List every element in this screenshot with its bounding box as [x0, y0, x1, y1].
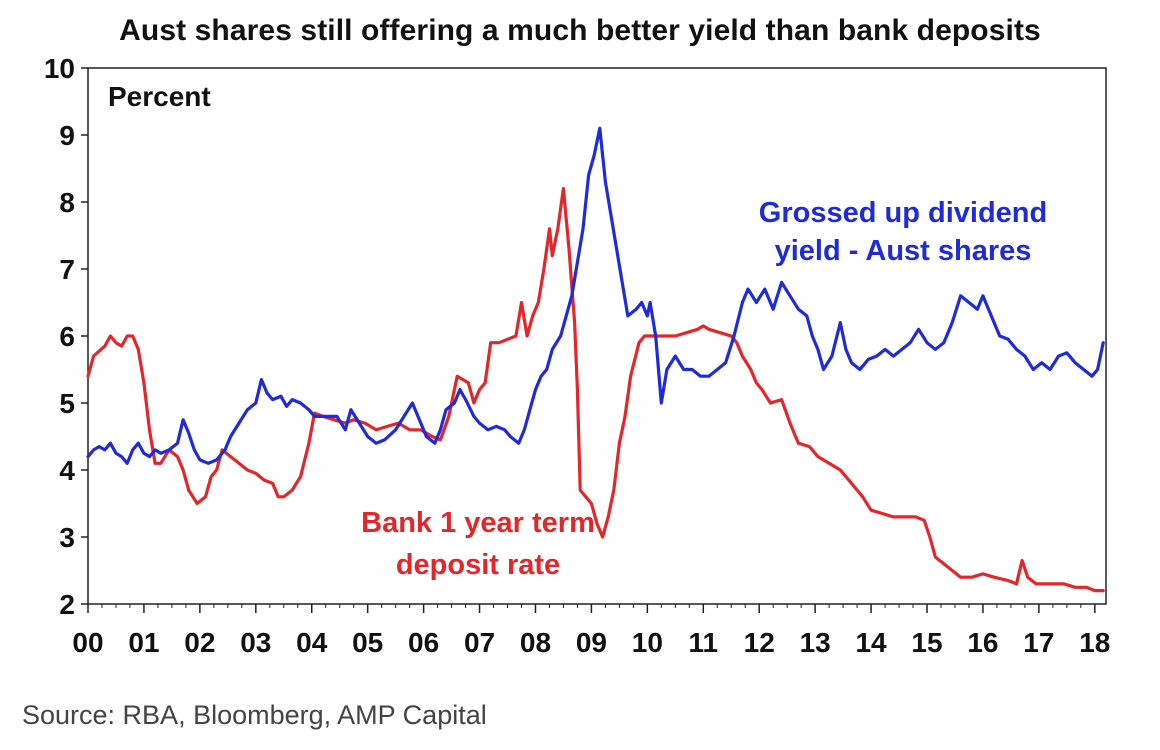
- y-tick-label: 8: [59, 187, 75, 218]
- y-tick-label: 4: [59, 455, 75, 486]
- x-tick-label: 01: [128, 627, 159, 658]
- x-tick-label: 02: [184, 627, 215, 658]
- y-tick-label: 7: [59, 254, 75, 285]
- series-annotations: Grossed up dividend yield - Aust shares Ba…: [361, 197, 1047, 581]
- x-tick-label: 11: [688, 627, 718, 658]
- x-tick-label: 04: [296, 627, 328, 658]
- x-tick-label: 10: [632, 627, 663, 658]
- dividend-yield-line: [86, 126, 1105, 465]
- x-tick-label: 05: [352, 627, 383, 658]
- y-tick-label: 9: [59, 120, 75, 151]
- dividend-yield-label: Grossed up dividend: [759, 197, 1047, 229]
- term-deposit-label: Bank 1 year term: [361, 507, 595, 539]
- x-tick-label: 14: [855, 627, 887, 658]
- y-tick-label: 5: [59, 388, 75, 419]
- x-tick-label: 06: [408, 627, 439, 658]
- y-tick-label: 2: [59, 589, 75, 620]
- term-deposit-label: deposit rate: [396, 549, 560, 581]
- x-tick-label: 16: [967, 627, 998, 658]
- x-tick-label: 18: [1079, 627, 1110, 658]
- unit-label: Percent: [108, 81, 211, 112]
- source-note: Source: RBA, Bloomberg, AMP Capital: [22, 700, 487, 730]
- y-axis: 2 3 4 5 6 7 8 9 10: [44, 53, 88, 620]
- x-tick-label: 03: [240, 627, 271, 658]
- chart-title: Aust shares still offering a much better…: [119, 14, 1041, 47]
- x-tick-label: 08: [520, 627, 551, 658]
- x-tick-label: 13: [800, 627, 831, 658]
- x-tick-label: 15: [911, 627, 942, 658]
- x-tick-label: 09: [576, 627, 607, 658]
- x-tick-label: 17: [1023, 627, 1054, 658]
- x-tick-label: 12: [744, 627, 775, 658]
- y-tick-label: 3: [59, 522, 75, 553]
- series-layer: [86, 126, 1105, 593]
- y-tick-label: 10: [44, 53, 75, 84]
- y-tick-label: 6: [59, 321, 75, 352]
- x-axis: 00 01 02 03 04 05 06 07 08 09 10 11 12 13 14 15 16 17 18: [72, 604, 1110, 658]
- dividend-yield-label: yield - Aust shares: [775, 235, 1032, 267]
- x-tick-label: 07: [464, 627, 495, 658]
- x-tick-label: 00: [72, 627, 103, 658]
